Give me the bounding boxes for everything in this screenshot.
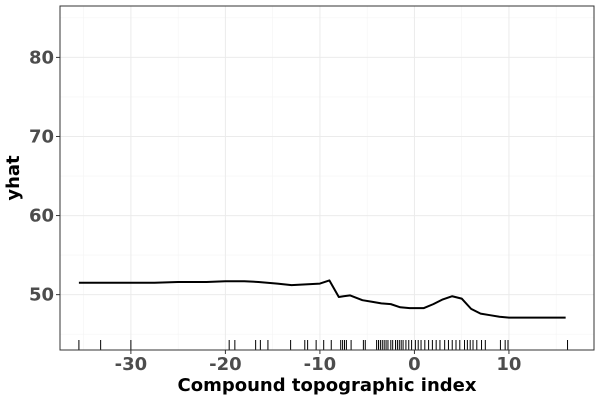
x-tick-label: 0 xyxy=(408,354,421,375)
x-tick-label: -20 xyxy=(209,354,242,375)
grid-layer xyxy=(60,6,594,350)
axis-layer: -30 -20 -10 0 10 50 60 70 80 xyxy=(29,47,522,375)
y-tick-label: 50 xyxy=(29,285,54,306)
y-tick-label: 80 xyxy=(29,47,54,68)
x-tick-label: -30 xyxy=(115,354,148,375)
y-axis-title: yhat xyxy=(3,155,24,201)
x-tick-label: -10 xyxy=(304,354,337,375)
x-axis-title: Compound topographic index xyxy=(178,375,477,396)
panel-border xyxy=(59,5,595,351)
rug-layer xyxy=(78,340,569,350)
y-tick-label: 70 xyxy=(29,126,54,147)
y-tick-label: 60 xyxy=(29,206,54,227)
yhat-line xyxy=(78,279,566,319)
line-layer xyxy=(78,279,566,319)
x-tick-label: 10 xyxy=(496,354,521,375)
